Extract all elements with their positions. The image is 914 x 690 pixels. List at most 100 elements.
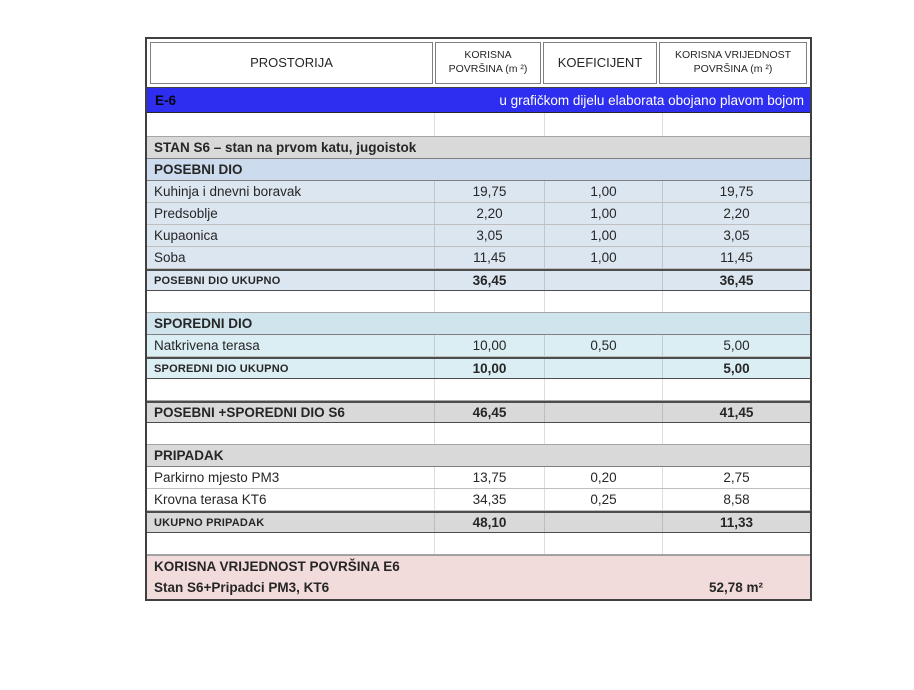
cell-value: 3,05 — [662, 225, 810, 246]
row-krovna-terasa: Krovna terasa KT6 34,35 0,25 8,58 — [147, 489, 810, 511]
cell-value: 11,45 — [662, 247, 810, 268]
cell-value: 5,00 — [662, 335, 810, 356]
cell-label: Krovna terasa KT6 — [154, 492, 267, 507]
row-sporedni-dio-ukupno: SPOREDNI DIO UKUPNO 10,00 5,00 — [147, 357, 810, 379]
cell-area: 36,45 — [434, 271, 544, 290]
cell-value: 2,20 — [662, 203, 810, 224]
cell-coefficient — [544, 291, 662, 312]
row-kupaonica: Kupaonica 3,05 1,00 3,05 — [147, 225, 810, 247]
cell-value: 36,45 — [662, 271, 810, 290]
cell-area: 46,45 — [434, 403, 544, 422]
cell-value: 2,75 — [662, 467, 810, 488]
cell-coefficient: 0,25 — [544, 489, 662, 510]
cell-value — [662, 423, 810, 444]
cell-area: 34,35 — [434, 489, 544, 510]
cell-label: Natkrivena terasa — [154, 338, 260, 353]
cell-value — [662, 113, 810, 136]
table-body: STAN S6 – stan na prvom katu, jugoistok P… — [147, 113, 810, 555]
cell-label: POSEBNI +SPOREDNI DIO S6 — [154, 405, 345, 420]
cell-area — [434, 113, 544, 136]
banner-note: u grafičkom dijelu elaborata obojano pla… — [499, 92, 804, 108]
cell-label: Predsoblje — [154, 206, 218, 221]
cell-label: Kuhinja i dnevni boravak — [154, 184, 302, 199]
cell-coefficient: 1,00 — [544, 203, 662, 224]
row-posebni-dio-ukupno: POSEBNI DIO UKUPNO 36,45 36,45 — [147, 269, 810, 291]
cell-label: Kupaonica — [154, 228, 218, 243]
cell-coefficient — [544, 403, 662, 422]
cell-coefficient — [544, 113, 662, 136]
cell-coefficient: 1,00 — [544, 247, 662, 268]
unit-code: E-6 — [155, 92, 177, 108]
cell-area: 10,00 — [434, 335, 544, 356]
summary-footer: KORISNA VRIJEDNOST POVRŠINA E6 Stan S6+P… — [147, 555, 810, 599]
row-predsoblje: Predsoblje 2,20 1,00 2,20 — [147, 203, 810, 225]
row-kuhinja: Kuhinja i dnevni boravak 19,75 1,00 19,75 — [147, 181, 810, 203]
header-korisna-line2: POVRŠINA (m ²) — [448, 63, 528, 75]
row-posebni-sporedni-s6: POSEBNI +SPOREDNI DIO S6 46,45 41,45 — [147, 401, 810, 423]
summary-subtitle: Stan S6+Pripadci PM3, KT6 — [154, 580, 330, 595]
cell-value — [662, 291, 810, 312]
header-korisna-line1: KORISNA — [464, 49, 512, 62]
header-prostorija: PROSTORIJA — [150, 42, 433, 84]
cell-label: PRIPADAK — [154, 448, 224, 463]
cell-area: 2,20 — [434, 203, 544, 224]
cell-coefficient — [544, 379, 662, 400]
cell-label — [147, 379, 434, 400]
cell-coefficient — [544, 271, 662, 290]
cell-coefficient — [544, 513, 662, 532]
cell-value: 8,58 — [662, 489, 810, 510]
row-natkrivena-terasa: Natkrivena terasa 10,00 0,50 5,00 — [147, 335, 810, 357]
cell-value: 11,33 — [662, 513, 810, 532]
cell-area: 3,05 — [434, 225, 544, 246]
cell-label — [147, 533, 434, 554]
spacer-row — [147, 113, 810, 137]
cell-area — [434, 423, 544, 444]
cell-coefficient — [544, 423, 662, 444]
cell-area: 10,00 — [434, 359, 544, 378]
cell-label: Parkirno mjesto PM3 — [154, 470, 280, 485]
row-stan-s6: STAN S6 – stan na prvom katu, jugoistok — [147, 137, 810, 159]
row-parkirno-mjesto: Parkirno mjesto PM3 13,75 0,20 2,75 — [147, 467, 810, 489]
header-korisna-vrijednost: KORISNA VRIJEDNOST POVRŠINA (m ²) — [659, 42, 807, 84]
cell-value: 19,75 — [662, 181, 810, 202]
row-posebni-dio-header: POSEBNI DIO — [147, 159, 810, 181]
cell-area: 13,75 — [434, 467, 544, 488]
cell-coefficient — [544, 533, 662, 554]
cell-label: POSEBNI DIO UKUPNO — [154, 274, 281, 287]
header-koeficijent: KOEFICIJENT — [543, 42, 657, 84]
cell-label: SPOREDNI DIO — [154, 316, 253, 331]
cell-label: Soba — [154, 250, 186, 265]
cell-value: 41,45 — [662, 403, 810, 422]
cell-value: 5,00 — [662, 359, 810, 378]
cell-area: 19,75 — [434, 181, 544, 202]
spacer-row — [147, 533, 810, 555]
row-pripadak-header: PRIPADAK — [147, 445, 810, 467]
cell-area — [434, 379, 544, 400]
area-calculation-table: PROSTORIJA KORISNA POVRŠINA (m ²) KOEFIC… — [145, 37, 812, 601]
cell-value — [662, 379, 810, 400]
spacer-row — [147, 379, 810, 401]
cell-coefficient: 1,00 — [544, 181, 662, 202]
cell-area: 11,45 — [434, 247, 544, 268]
table-header: PROSTORIJA KORISNA POVRŠINA (m ²) KOEFIC… — [147, 39, 810, 88]
summary-title: KORISNA VRIJEDNOST POVRŠINA E6 — [154, 559, 400, 574]
cell-label — [147, 423, 434, 444]
cell-area — [434, 533, 544, 554]
cell-coefficient: 1,00 — [544, 225, 662, 246]
row-ukupno-pripadak: UKUPNO PRIPADAK 48,10 11,33 — [147, 511, 810, 533]
header-koeficijent-label: KOEFICIJENT — [557, 54, 643, 70]
cell-label: UKUPNO PRIPADAK — [154, 516, 265, 529]
header-vrijednost-line2: POVRŠINA (m ²) — [693, 63, 773, 75]
cell-value — [662, 533, 810, 554]
cell-label — [147, 113, 434, 136]
cell-label — [147, 291, 434, 312]
cell-area: 48,10 — [434, 513, 544, 532]
row-sporedni-dio-header: SPOREDNI DIO — [147, 313, 810, 335]
cell-coefficient: 0,20 — [544, 467, 662, 488]
elaborat-banner-row: E-6 u grafičkom dijelu elaborata obojano… — [147, 88, 810, 113]
header-prostorija-label: PROSTORIJA — [250, 54, 333, 70]
row-soba: Soba 11,45 1,00 11,45 — [147, 247, 810, 269]
cell-coefficient — [544, 359, 662, 378]
cell-coefficient: 0,50 — [544, 335, 662, 356]
